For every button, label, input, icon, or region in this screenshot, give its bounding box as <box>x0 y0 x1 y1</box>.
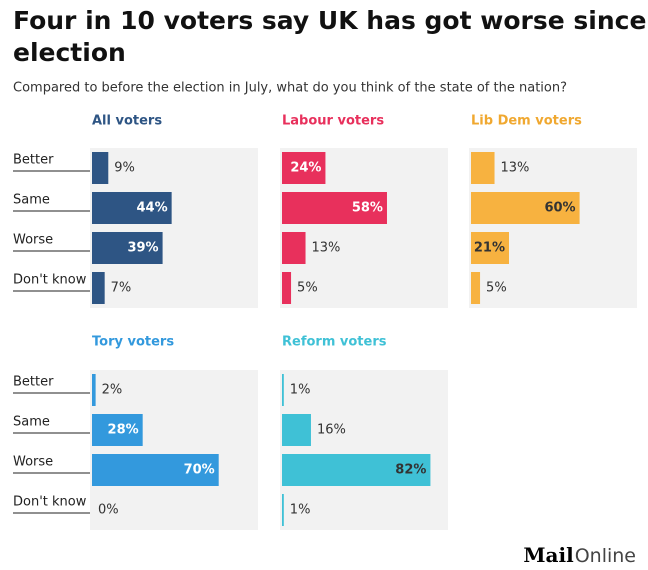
row-label: Better <box>13 375 54 390</box>
panel-title: Labour voters <box>282 114 384 129</box>
bar <box>282 152 326 184</box>
value-label: 58% <box>352 201 383 216</box>
bar <box>471 152 495 184</box>
logo: MailOnline <box>523 543 636 567</box>
bar <box>282 374 284 406</box>
value-label: 1% <box>290 503 311 518</box>
value-label: 24% <box>290 161 321 176</box>
chart-title-line1: Four in 10 voters say UK has got worse s… <box>13 6 646 35</box>
value-label: 9% <box>114 161 135 176</box>
row-label: Worse <box>13 455 53 470</box>
bar <box>282 232 306 264</box>
value-label: 60% <box>544 201 575 216</box>
bar <box>92 152 109 184</box>
panel-title: Lib Dem voters <box>471 114 582 129</box>
bar <box>282 454 431 486</box>
value-label: 13% <box>501 161 530 176</box>
row-label: Same <box>13 193 50 208</box>
row-label: Better <box>13 153 54 168</box>
value-label: 5% <box>486 281 507 296</box>
panel-title: All voters <box>92 114 162 129</box>
bar <box>282 494 284 526</box>
value-label: 70% <box>184 463 215 478</box>
logo-bold: Mail <box>523 543 574 567</box>
bar <box>92 272 105 304</box>
bar <box>92 374 96 406</box>
value-label: 5% <box>297 281 318 296</box>
row-label: Same <box>13 415 50 430</box>
row-label: Don't know <box>13 495 87 510</box>
panel-background <box>280 370 448 530</box>
panel-title: Tory voters <box>92 335 174 350</box>
bar <box>92 454 219 486</box>
bar <box>92 232 163 264</box>
bar <box>92 414 143 446</box>
value-label: 44% <box>137 201 168 216</box>
bar <box>471 272 481 304</box>
value-label: 16% <box>317 423 346 438</box>
value-label: 28% <box>108 423 139 438</box>
value-label: 0% <box>98 503 119 518</box>
bar <box>282 192 387 224</box>
bar <box>282 414 311 446</box>
bar <box>471 192 580 224</box>
row-label: Worse <box>13 233 53 248</box>
panel-background <box>469 148 637 308</box>
value-label: 39% <box>127 241 158 256</box>
value-label: 82% <box>395 463 426 478</box>
logo-light: Online <box>575 545 636 567</box>
panel-background <box>90 148 258 308</box>
panel-title: Reform voters <box>282 335 387 350</box>
value-label: 13% <box>312 241 341 256</box>
panel-background <box>90 370 258 530</box>
bar <box>471 232 510 264</box>
subtitle: Compared to before the election in July,… <box>13 81 567 96</box>
chart-title-line2: election <box>13 38 126 67</box>
row-label: Don't know <box>13 273 87 288</box>
value-label: 7% <box>111 281 132 296</box>
bar <box>92 192 172 224</box>
value-label: 1% <box>290 383 311 398</box>
value-label: 21% <box>474 241 505 256</box>
value-label: 2% <box>102 383 123 398</box>
bar <box>282 272 292 304</box>
